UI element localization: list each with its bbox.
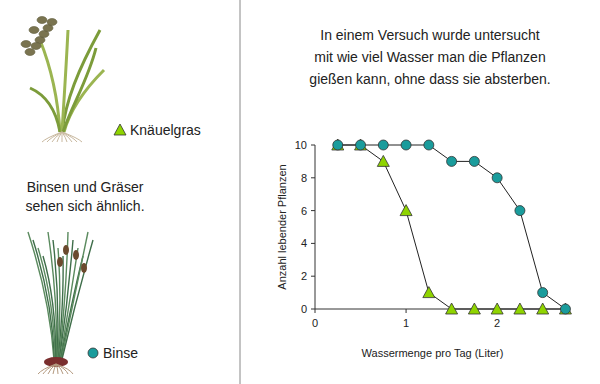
data-point: [400, 205, 412, 216]
y-tick-label: 4: [301, 237, 307, 249]
grass-root: [52, 132, 62, 142]
grass-leaf: [30, 88, 60, 132]
data-point: [378, 140, 388, 150]
grass-root: [62, 132, 82, 142]
data-point: [537, 303, 549, 314]
title: gießen kann, ohne dass sie absterben.: [309, 71, 550, 87]
rush-flower: [81, 263, 87, 273]
rush-flower: [57, 257, 63, 267]
grass-panicle: [31, 43, 41, 50]
rush-root: [53, 364, 56, 374]
data-point: [355, 139, 367, 150]
data-point: [514, 303, 526, 314]
data-point: [469, 156, 479, 166]
y-tick-label: 6: [301, 205, 307, 217]
x-tick: [315, 309, 316, 313]
rush-flower: [73, 250, 79, 260]
rush-root: [38, 364, 56, 374]
data-point: [560, 304, 570, 314]
y-tick: [311, 210, 315, 211]
y-tick: [311, 276, 315, 277]
grass-panicle: [25, 49, 35, 56]
data-point: [401, 140, 411, 150]
rush-root: [56, 364, 73, 374]
data-point: [333, 140, 343, 150]
title: In einem Versuch wurde untersucht: [320, 27, 540, 43]
rush-stem: [43, 256, 56, 360]
y-tick-label: 10: [295, 139, 307, 151]
y-tick: [311, 309, 315, 310]
grass-panicle: [29, 27, 39, 34]
data-point: [377, 155, 389, 166]
grass-panicle: [21, 41, 31, 48]
data-point: [559, 303, 571, 314]
annotation: sehen sich ähnlich.: [25, 198, 144, 214]
y-tick-label: 2: [301, 270, 307, 282]
grass-root: [47, 132, 62, 142]
x-tick-label: 1: [403, 317, 409, 329]
grass-leaf: [63, 48, 96, 132]
series-line: [338, 145, 566, 309]
rush-stem: [53, 240, 58, 360]
x-tick-label: 0: [312, 317, 318, 329]
legend-marker: [114, 124, 126, 135]
rush-illustration: [28, 232, 93, 374]
rush-root: [48, 364, 56, 374]
data-point: [423, 287, 435, 298]
divider: [240, 0, 241, 384]
rush-base: [44, 357, 68, 367]
data-point: [424, 140, 434, 150]
data-point: [446, 303, 458, 314]
rush-flower: [63, 245, 69, 255]
data-point: [356, 140, 366, 150]
rush-stem: [48, 232, 57, 360]
grass-panicle: [47, 19, 57, 26]
rush-root: [43, 364, 56, 374]
y-axis: [315, 145, 316, 309]
grass-illustration: [21, 17, 104, 143]
data-point: [492, 173, 502, 183]
annotation: Binsen und Gräser: [27, 179, 144, 195]
data-point: [468, 303, 480, 314]
rush-root: [56, 364, 68, 374]
y-tick: [311, 243, 315, 244]
y-tick: [311, 177, 315, 178]
y-axis-label: Anzahl lebender Pflanzen: [276, 164, 288, 289]
x-tick-label: 2: [494, 317, 500, 329]
grass-panicle: [37, 17, 47, 24]
grass-root: [62, 132, 63, 142]
series-line: [338, 145, 566, 309]
rush-stem: [62, 240, 93, 360]
data-point: [332, 139, 344, 150]
legend-label: Binse: [103, 345, 138, 361]
title: mit wie viel Wasser man die Pflanzen: [314, 49, 545, 65]
y-tick: [311, 145, 315, 146]
data-point: [447, 156, 457, 166]
x-axis-label: Wassermenge pro Tag (Liter): [362, 347, 504, 359]
data-point: [538, 288, 548, 298]
x-tick: [406, 309, 407, 313]
plot-area: [332, 139, 572, 314]
grass-root: [57, 132, 62, 142]
rush-stem: [61, 232, 88, 360]
grass-leaf: [62, 30, 68, 132]
y-tick-label: 0: [301, 303, 307, 315]
data-point: [491, 303, 503, 314]
data-point: [515, 206, 525, 216]
y-tick-label: 8: [301, 172, 307, 184]
figure: Knäuelgras Binse Binsen und Gräser sehen si…: [0, 0, 600, 384]
legend-marker: [88, 348, 98, 358]
legend-label: Knäuelgras: [130, 122, 201, 138]
grass-root: [42, 132, 62, 142]
